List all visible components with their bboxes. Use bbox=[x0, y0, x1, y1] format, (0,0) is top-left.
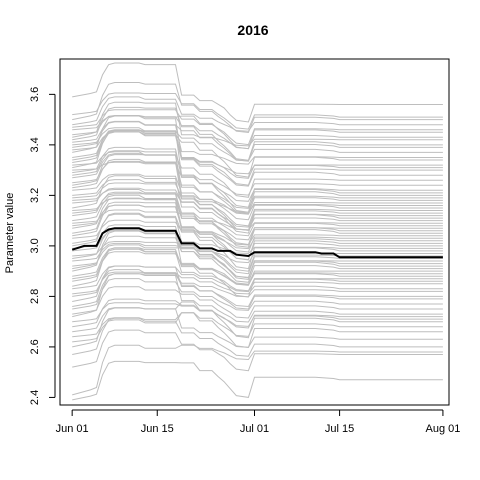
ensemble-series-line bbox=[72, 191, 443, 246]
ensemble-series-line bbox=[72, 265, 443, 308]
ensemble-series-line bbox=[72, 312, 443, 338]
ensemble-series-line bbox=[72, 151, 443, 198]
y-tick-label: 2.4 bbox=[29, 390, 41, 405]
x-tick-label: Jun 01 bbox=[56, 423, 89, 435]
x-tick-label: Jun 15 bbox=[141, 423, 174, 435]
ensemble-series-line bbox=[72, 329, 443, 372]
ensemble-series-line bbox=[72, 298, 443, 328]
ensemble-series-line bbox=[72, 204, 443, 246]
series-layer bbox=[71, 62, 443, 401]
ensemble-series-line bbox=[72, 62, 443, 123]
ensemble-series-line bbox=[72, 96, 443, 132]
ensemble-series-line bbox=[72, 213, 443, 255]
ensemble-series-line bbox=[72, 224, 443, 264]
ensemble-series-line bbox=[72, 286, 443, 319]
ensemble-series-line bbox=[72, 201, 443, 250]
ensemble-series-line bbox=[72, 244, 443, 278]
ensemble-series-line bbox=[72, 121, 443, 165]
x-tick-label: Jul 15 bbox=[325, 423, 354, 435]
y-tick-label: 3.2 bbox=[29, 188, 41, 203]
chart-title: 2016 bbox=[237, 22, 268, 38]
x-tick-label: Jul 01 bbox=[240, 423, 269, 435]
ensemble-series-line bbox=[72, 219, 443, 261]
ensemble-series-line bbox=[72, 193, 443, 237]
ensemble-series-line bbox=[72, 269, 443, 298]
ensemble-series-line bbox=[72, 115, 443, 179]
y-tick-label: 3.4 bbox=[29, 137, 41, 152]
ensemble-series-line bbox=[72, 120, 443, 162]
ensemble-series-line bbox=[72, 127, 443, 162]
ensemble-series-line bbox=[72, 115, 443, 150]
ensemble-series-line bbox=[72, 131, 443, 178]
ensemble-series-line bbox=[72, 154, 443, 215]
ensemble-series-line bbox=[72, 265, 443, 293]
x-tick-label: Aug 01 bbox=[425, 423, 460, 435]
ensemble-series-line bbox=[72, 247, 443, 286]
ensemble-series-line bbox=[72, 189, 443, 234]
ensemble-series-line bbox=[72, 198, 443, 231]
ensemble-series-line bbox=[72, 307, 443, 348]
y-tick-label: 2.8 bbox=[29, 289, 41, 304]
ensemble-series-line bbox=[72, 92, 443, 130]
ensemble-series-line bbox=[72, 229, 443, 272]
ensemble-series-line bbox=[72, 175, 443, 231]
y-tick-label: 3.0 bbox=[29, 238, 41, 253]
ensemble-series-line bbox=[72, 278, 443, 311]
y-axis-label: Parameter value bbox=[4, 193, 16, 274]
ensemble-series-line bbox=[72, 302, 443, 329]
axes-layer: Jun 01 Jun 15 Jul 01 Jul 15 Aug 01 2.4 2.6 2.8 3… bbox=[29, 58, 460, 435]
ensemble-series-line bbox=[72, 179, 443, 227]
y-tick-label: 2.6 bbox=[29, 339, 41, 354]
ensemble-series-line bbox=[72, 130, 443, 196]
plot-frame bbox=[59, 58, 450, 406]
ensemble-series-line bbox=[72, 109, 443, 146]
ensemble-series-line bbox=[72, 101, 443, 147]
ensemble-series-line bbox=[72, 82, 443, 134]
ensemble-series-line bbox=[72, 273, 443, 323]
ensemble-series-line bbox=[72, 235, 443, 283]
ensemble-series-line bbox=[72, 344, 443, 396]
ensemble-series-line bbox=[72, 161, 443, 208]
highlight-series-line bbox=[71, 227, 443, 259]
ensemble-series-line bbox=[72, 230, 443, 285]
ensemble-series-line bbox=[72, 197, 443, 253]
ensemble-series-line bbox=[72, 248, 443, 292]
ensemble-series-line bbox=[72, 131, 443, 187]
ensemble-series-line bbox=[72, 312, 443, 349]
ensemble-series-line bbox=[72, 271, 443, 295]
y-tick-label: 3.6 bbox=[29, 87, 41, 102]
ensemble-series-line bbox=[72, 360, 443, 401]
ensemble-series-line bbox=[72, 153, 443, 209]
